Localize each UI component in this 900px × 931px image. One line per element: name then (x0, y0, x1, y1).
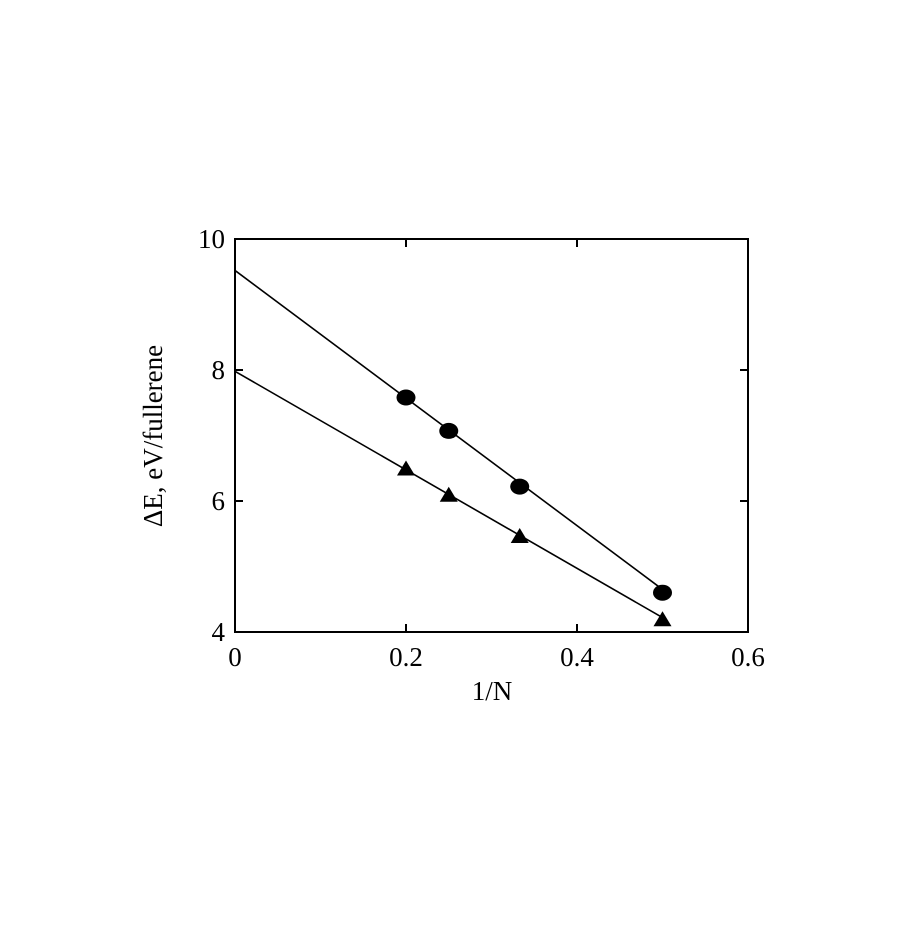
x-tick-label: 0 (228, 642, 242, 672)
circle-point (653, 584, 672, 601)
y-tick-label: 4 (212, 617, 226, 647)
x-axis-label: 1/N (472, 676, 513, 706)
circle-point (396, 389, 416, 406)
x-tick-label: 0.4 (560, 642, 594, 672)
triangle-point (510, 528, 529, 544)
triangle-point (439, 486, 458, 502)
circle-point (439, 422, 459, 439)
y-tick-label: 10 (198, 224, 225, 254)
x-tick-label: 0.6 (731, 642, 765, 672)
x-tick-label: 0.2 (389, 642, 423, 672)
y-tick-label: 6 (212, 486, 226, 516)
y-axis-label: ΔE, eV/fullerene (138, 345, 168, 527)
circle-point (510, 478, 530, 495)
y-tick-label: 8 (212, 355, 226, 385)
triangle-point (397, 460, 415, 476)
triangle-point (653, 611, 672, 627)
plot-frame (234, 238, 749, 633)
